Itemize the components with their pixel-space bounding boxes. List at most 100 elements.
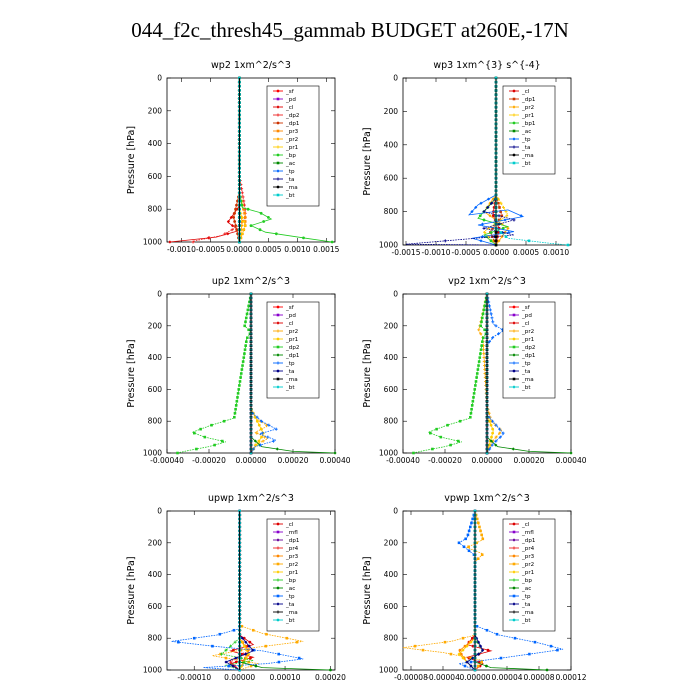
legend-label: _dp2 xyxy=(285,113,299,119)
legend-marker xyxy=(276,377,280,381)
y-tick-label: 200 xyxy=(148,538,163,547)
data-point xyxy=(476,368,480,371)
x-tick-label: 0.0005 xyxy=(513,248,539,257)
plot-frame xyxy=(166,77,336,243)
legend-marker xyxy=(276,618,280,622)
data-point xyxy=(489,439,493,443)
legend-label: _pr1 xyxy=(285,570,299,576)
data-point xyxy=(499,656,503,660)
data-point xyxy=(475,372,479,375)
data-point xyxy=(475,624,479,628)
data-point xyxy=(470,521,473,525)
data-point xyxy=(481,537,485,541)
data-point xyxy=(486,205,490,209)
data-point xyxy=(234,224,238,228)
data-point xyxy=(489,239,493,243)
legend-label: _bt xyxy=(521,161,531,167)
data-point xyxy=(231,664,235,668)
x-tick-label: -0.00040 xyxy=(150,456,184,465)
data-point xyxy=(500,214,504,218)
data-point xyxy=(333,451,337,455)
data-point xyxy=(233,220,237,223)
legend-marker xyxy=(276,602,280,606)
data-point xyxy=(504,210,508,214)
data-point xyxy=(277,660,281,664)
data-point xyxy=(246,308,250,312)
data-point xyxy=(477,640,481,644)
data-point xyxy=(229,644,233,648)
legend-marker xyxy=(276,129,280,133)
data-point xyxy=(236,392,240,395)
data-point xyxy=(446,423,449,427)
data-point xyxy=(469,664,473,668)
y-tick-label: 0 xyxy=(393,507,398,516)
y-tick-label: 600 xyxy=(384,385,399,394)
legend-marker xyxy=(276,185,280,189)
data-point xyxy=(479,529,482,533)
x-tick-label: 0.00020 xyxy=(315,673,346,682)
data-point xyxy=(244,320,247,324)
data-point xyxy=(224,648,228,652)
data-point xyxy=(491,227,494,230)
legend-label: _pr1 xyxy=(285,337,299,343)
data-point xyxy=(494,443,498,447)
data-point xyxy=(494,435,498,439)
data-point xyxy=(481,312,485,316)
data-point xyxy=(479,332,483,336)
legend-marker xyxy=(276,97,280,101)
legend-label: _dp1 xyxy=(285,121,300,127)
data-point xyxy=(443,640,447,644)
data-point xyxy=(245,312,249,316)
x-tick-label: 0.0010 xyxy=(284,245,310,254)
data-point xyxy=(330,240,334,244)
legend-marker xyxy=(276,361,280,365)
data-point xyxy=(211,644,214,648)
panel-title: wp2 1xm^2/s^3 xyxy=(211,60,291,71)
legend-marker xyxy=(512,377,516,381)
data-point xyxy=(480,222,485,226)
x-tick-label: 0.00008 xyxy=(523,673,554,682)
data-point xyxy=(254,664,258,668)
legend-box xyxy=(502,85,556,175)
panel-3: up2 1xm^2/s^3 Pressure [hPa] 0 200 400 600 800… xyxy=(126,276,351,465)
legend-marker xyxy=(512,313,516,317)
y-tick-label: 400 xyxy=(148,353,163,362)
legend-marker xyxy=(276,586,280,590)
data-point xyxy=(497,332,501,336)
data-point xyxy=(233,640,237,644)
data-point xyxy=(243,324,246,328)
legend-marker xyxy=(276,610,280,614)
series-pr2 xyxy=(477,292,503,455)
legend-marker xyxy=(276,385,280,389)
data-point xyxy=(431,447,434,451)
data-point xyxy=(501,226,505,230)
data-point xyxy=(240,636,244,640)
data-point xyxy=(255,431,259,435)
legend-marker xyxy=(512,546,516,550)
y-tick-label: 800 xyxy=(384,417,399,426)
data-point xyxy=(469,640,473,644)
data-point xyxy=(475,636,479,640)
data-point xyxy=(247,644,251,648)
data-point xyxy=(474,380,478,383)
data-point xyxy=(469,411,473,415)
y-tick-label: 0 xyxy=(393,290,398,299)
data-point xyxy=(458,648,462,652)
y-tick-label: 600 xyxy=(148,602,163,611)
panel-1: wp2 1xm^2/s^3 Pressure [hPa] 0 200 400 600 800… xyxy=(126,60,340,254)
data-point xyxy=(480,553,484,557)
data-point xyxy=(566,243,570,247)
data-point xyxy=(191,240,195,244)
data-point xyxy=(226,219,231,224)
legend-box xyxy=(266,85,320,207)
data-point xyxy=(260,435,263,439)
x-tick-label: -0.0005 xyxy=(452,248,481,257)
data-point xyxy=(234,660,238,664)
legend-label: _pr2 xyxy=(285,329,298,335)
data-point xyxy=(488,308,492,312)
legend-label: _ma xyxy=(285,610,298,616)
x-tick-label: 0.00000 xyxy=(459,673,490,682)
y-tick-label: 600 xyxy=(384,174,399,183)
legend-marker xyxy=(512,602,516,606)
data-point xyxy=(224,660,228,664)
